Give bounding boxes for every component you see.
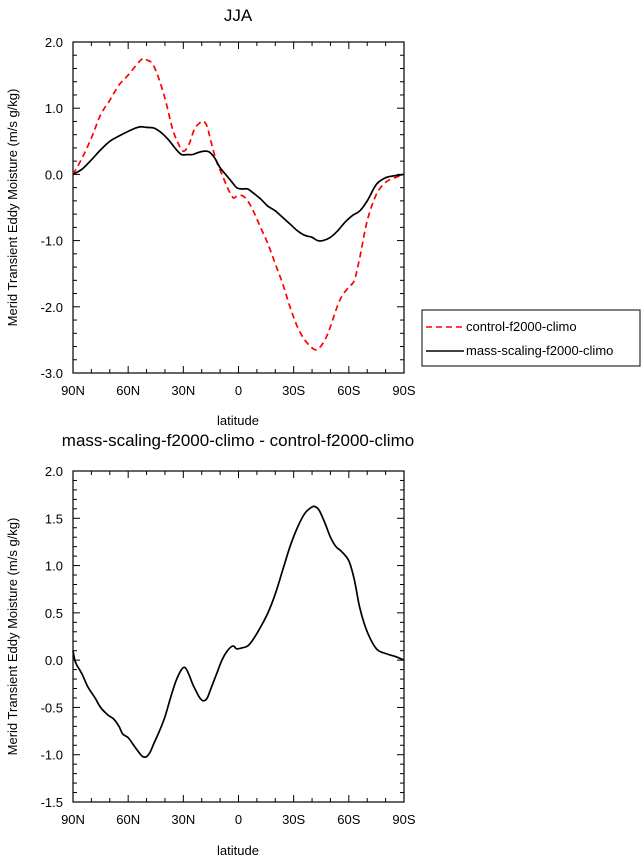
top-x-tick-label: 0 — [235, 383, 242, 398]
top-x-tick-label: 90N — [61, 383, 85, 398]
legend-box — [421, 309, 641, 367]
bot-x-tick-label: 0 — [235, 812, 242, 827]
top-x-tick-label: 60S — [337, 383, 360, 398]
bottom-chart-title: mass-scaling-f2000-climo - control-f2000… — [62, 431, 414, 450]
top-y-tick-label: 1.0 — [45, 101, 63, 116]
top-x-tick-labels: 90N 60N 30N 0 30S 60S 90S — [61, 383, 416, 398]
legend-label-control: control-f2000-climo — [466, 319, 577, 334]
top-x-tick-label: 90S — [392, 383, 415, 398]
top-chart-title: JJA — [224, 6, 253, 25]
bot-x-tick-label: 60S — [337, 812, 360, 827]
bottom-series-lines — [72, 505, 405, 758]
bot-y-tick-label: 0.0 — [45, 653, 63, 668]
legend-label-mass-scaling: mass-scaling-f2000-climo — [466, 343, 613, 358]
top-x-tick-label: 30N — [171, 383, 195, 398]
bottom-y-axis-label: Merid Transient Eddy Moisture (m/s g/kg) — [5, 518, 20, 756]
top-y-axis-label: Merid Transient Eddy Moisture (m/s g/kg) — [5, 89, 20, 327]
bot-y-tick-label: 0.5 — [45, 606, 63, 621]
top-y-tick-label: 2.0 — [45, 35, 63, 50]
bot-series-line-series-0 — [72, 505, 405, 758]
bot-x-tick-label: 30N — [171, 812, 195, 827]
bot-x-tick-label: 90N — [61, 812, 85, 827]
bottom-chart-panel: mass-scaling-f2000-climo - control-f2000… — [5, 431, 416, 858]
bot-x-tick-label: 60N — [116, 812, 140, 827]
top-y-tick-label: -1.0 — [41, 234, 63, 249]
top-chart-panel: JJA 2.0 1.0 0.0 -1.0 -2.0 -3.0 90N 60N 30N 0 30S 6… — [5, 6, 416, 428]
top-x-axis-label: latitude — [217, 413, 259, 428]
top-series-lines — [72, 57, 405, 351]
bot-x-tick-label: 30S — [282, 812, 305, 827]
bot-x-tick-label: 90S — [392, 812, 415, 827]
top-series-line-control-f2000-climo — [72, 57, 405, 351]
bottom-plot-frame — [72, 470, 405, 803]
bot-y-tick-label: 2.0 — [45, 464, 63, 479]
bottom-y-tick-labels: 2.0 1.5 1.0 0.5 0.0 -0.5 -1.0 -1.5 — [41, 464, 63, 810]
bot-y-tick-label: -1.0 — [41, 748, 63, 763]
bot-y-tick-label: 1.5 — [45, 511, 63, 526]
top-y-tick-label: 0.0 — [45, 167, 63, 182]
bottom-axis-ticks — [72, 470, 405, 803]
top-y-tick-labels: 2.0 1.0 0.0 -1.0 -2.0 -3.0 — [41, 35, 63, 381]
bottom-x-axis-label: latitude — [217, 843, 259, 858]
bot-y-tick-label: -0.5 — [41, 700, 63, 715]
chart-legend: control-f2000-climo mass-scaling-f2000-c… — [421, 309, 641, 367]
top-plot-frame — [72, 41, 405, 374]
bottom-x-tick-labels: 90N 60N 30N 0 30S 60S 90S — [61, 812, 416, 827]
top-y-tick-label: -3.0 — [41, 366, 63, 381]
top-series-line-mass-scaling-f2000-climo — [72, 125, 405, 242]
bot-y-tick-label: 1.0 — [45, 559, 63, 574]
top-x-tick-label: 60N — [116, 383, 140, 398]
bot-y-tick-label: -1.5 — [41, 795, 63, 810]
top-x-tick-label: 30S — [282, 383, 305, 398]
top-axis-ticks — [72, 41, 405, 374]
top-y-tick-label: -2.0 — [41, 300, 63, 315]
